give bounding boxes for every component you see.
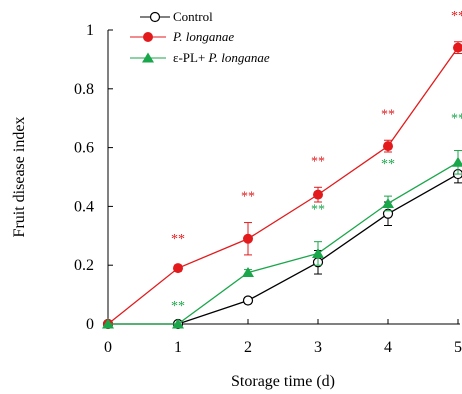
y-axis-label: Fruit disease index bbox=[11, 117, 28, 238]
y-ticks: 0 0.2 0.4 0.6 0.8 1 bbox=[74, 22, 113, 333]
legend-item-control: Control bbox=[140, 9, 213, 24]
data-point-epl-p-longanae bbox=[382, 197, 394, 208]
data-point-p-longanae bbox=[313, 189, 323, 200]
legend-label-epl-prefix: ε-PL+ bbox=[173, 50, 209, 65]
legend-marker-control bbox=[149, 11, 161, 23]
y-tick-label: 0 bbox=[86, 316, 94, 333]
x-tick-label: 2 bbox=[244, 339, 252, 356]
significance-label: ** bbox=[171, 232, 185, 247]
data-point-p-longanae bbox=[453, 42, 462, 53]
x-tick-label: 5 bbox=[454, 339, 462, 356]
data-point-epl-p-longanae bbox=[452, 156, 462, 167]
data-point-epl-p-longanae bbox=[172, 318, 184, 329]
x-tick-label: 4 bbox=[384, 339, 392, 356]
legend: Control P. longanae ε-PL+ P. longanae bbox=[130, 9, 270, 65]
significance-label: ** bbox=[311, 203, 325, 218]
x-ticks: 0 1 2 3 4 5 bbox=[104, 319, 462, 356]
legend-label-p-longanae: P. longanae bbox=[172, 29, 234, 44]
y-tick-label: 0.2 bbox=[74, 257, 94, 274]
y-tick-label: 1 bbox=[86, 22, 94, 39]
series-control bbox=[102, 164, 462, 330]
x-axis-label: Storage time (d) bbox=[231, 373, 335, 390]
legend-item-epl-p-longanae: ε-PL+ P. longanae bbox=[130, 50, 270, 65]
y-tick-label: 0.8 bbox=[74, 81, 94, 98]
legend-marker-epl-p-longanae bbox=[142, 52, 154, 63]
significance-label: ** bbox=[171, 299, 185, 314]
significance-label: ** bbox=[381, 157, 395, 172]
x-tick-label: 0 bbox=[104, 339, 112, 356]
significance-label: ** bbox=[451, 9, 462, 24]
data-point-p-longanae bbox=[243, 233, 253, 244]
y-tick-label: 0.4 bbox=[74, 198, 94, 215]
data-point-epl-p-longanae bbox=[242, 267, 254, 278]
data-point-epl-p-longanae bbox=[312, 247, 324, 258]
legend-marker-p-longanae bbox=[143, 32, 153, 42]
y-tick-label: 0.6 bbox=[74, 140, 94, 157]
significance-label: ** bbox=[451, 112, 462, 127]
significance-label: ** bbox=[311, 154, 325, 169]
data-point-control bbox=[242, 295, 254, 306]
legend-label-epl-suffix: P. longanae bbox=[208, 50, 270, 65]
legend-label-control: Control bbox=[173, 9, 213, 24]
significance-label: ** bbox=[381, 107, 395, 122]
series-line-p-longanae bbox=[107, 47, 459, 325]
series-line-control bbox=[108, 173, 459, 325]
legend-label-epl-p-longanae: ε-PL+ P. longanae bbox=[173, 50, 270, 65]
axes: 0 0.2 0.4 0.6 0.8 1 0 1 2 3 4 5 Storage time (d) F… bbox=[11, 22, 462, 390]
significance-label: ** bbox=[241, 190, 255, 205]
series-line-epl-p-longanae bbox=[108, 161, 459, 325]
legend-item-p-longanae: P. longanae bbox=[130, 29, 234, 44]
data-point-p-longanae bbox=[173, 263, 183, 274]
x-tick-label: 1 bbox=[174, 339, 182, 356]
data-point-p-longanae bbox=[383, 141, 393, 152]
series-layer: ** ** ** ** ** ** ** ** ** bbox=[102, 9, 462, 330]
series-epl-p-longanae: ** ** ** ** bbox=[102, 112, 462, 329]
data-point-epl-p-longanae bbox=[102, 318, 114, 329]
x-tick-label: 3 bbox=[314, 339, 322, 356]
